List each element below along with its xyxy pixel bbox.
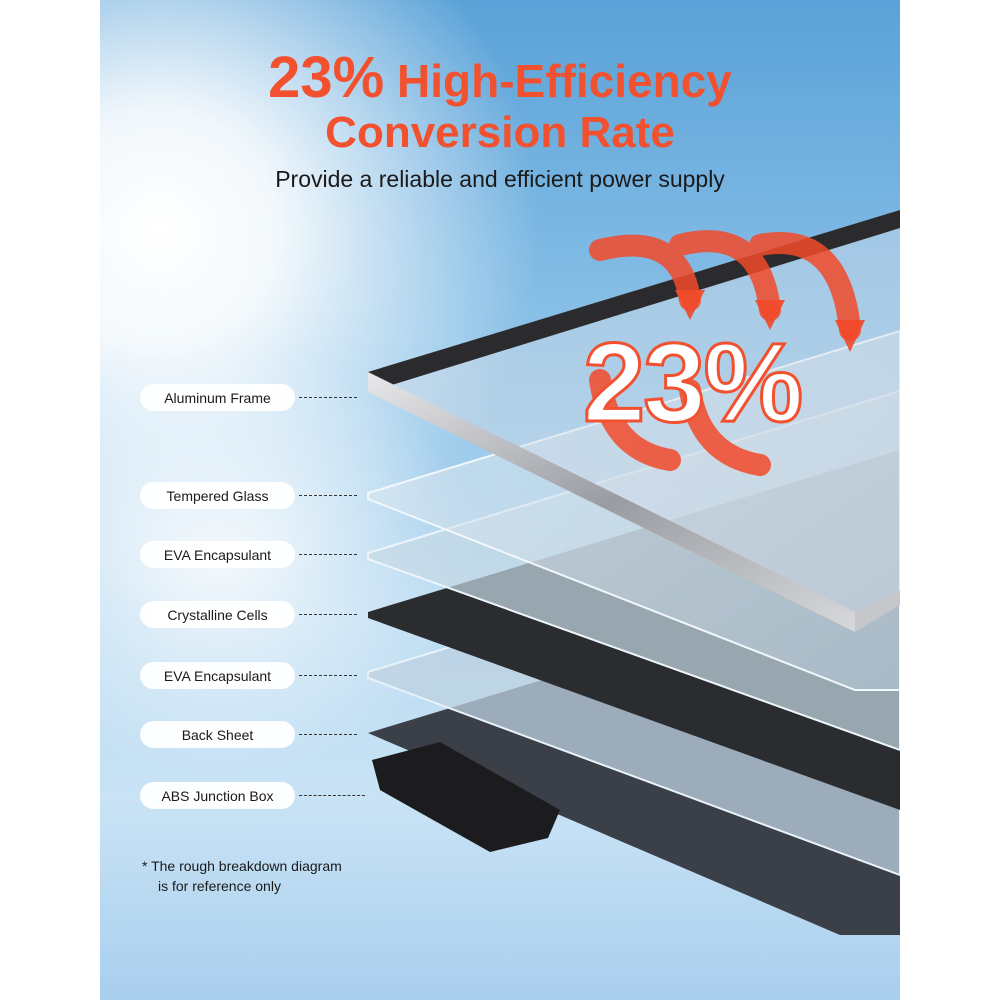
- leader-line: [299, 795, 365, 796]
- efficiency-badge: 23%: [581, 319, 804, 447]
- note-line-2: is for reference only: [158, 878, 281, 894]
- headline-line-2: Conversion Rate: [325, 108, 675, 157]
- leader-line: [299, 675, 357, 676]
- layer-label-crystalline-cells: Crystalline Cells: [140, 601, 295, 628]
- heat-arrows-icon: [589, 230, 861, 476]
- layer-label-junction-box: ABS Junction Box: [140, 782, 295, 809]
- headline-line-1: 23% High-Efficiency: [100, 44, 900, 111]
- layer-label-eva-encapsulant-1: EVA Encapsulant: [140, 541, 295, 568]
- layer-label-eva-encapsulant-2: EVA Encapsulant: [140, 662, 295, 689]
- leader-line: [299, 734, 357, 735]
- note-line-1: The rough breakdown diagram: [151, 858, 342, 874]
- junction-box: [372, 742, 560, 852]
- layer-label-back-sheet: Back Sheet: [140, 721, 295, 748]
- note-bullet: *: [142, 858, 148, 874]
- leader-line: [299, 554, 357, 555]
- subtitle: Provide a reliable and efficient power s…: [275, 166, 725, 192]
- leader-line: [299, 614, 357, 615]
- layer-label-aluminum-frame: Aluminum Frame: [140, 384, 295, 411]
- leader-line: [299, 495, 357, 496]
- disclaimer-note: * The rough breakdown diagram is for ref…: [142, 856, 342, 896]
- layer-label-tempered-glass: Tempered Glass: [140, 482, 295, 509]
- leader-line: [299, 397, 357, 398]
- headline-percent: 23%: [268, 45, 385, 110]
- headline-line1-text: High-Efficiency: [397, 55, 732, 107]
